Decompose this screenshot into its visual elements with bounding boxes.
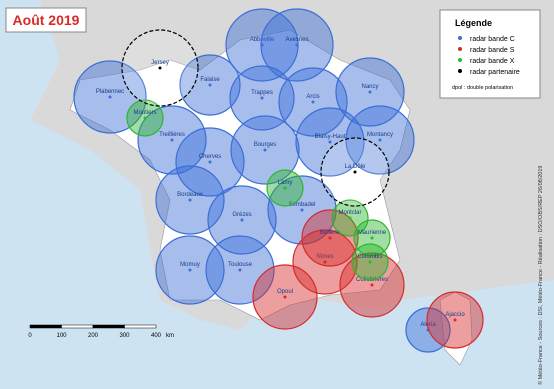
scale-unit: km <box>166 333 174 339</box>
radars: Plabennec Treillières Falaise Abbeville Aves… <box>73 8 484 353</box>
scale-segment <box>124 324 157 329</box>
scale-tick-label: 400 <box>151 333 162 339</box>
title: Août 2019 <box>13 12 80 28</box>
radar-label: Sembadel <box>288 202 315 208</box>
radar-label: Colombis <box>357 254 382 260</box>
scale-segment <box>29 324 62 329</box>
radar-site <box>368 260 372 264</box>
legend-marker <box>458 58 462 62</box>
radar-label: Avesnes <box>286 37 309 43</box>
legend-label: radar bande S <box>470 47 515 54</box>
radar-site <box>368 90 372 94</box>
radar-label: Abbeville <box>250 37 275 43</box>
radar-label: Nîmes <box>316 254 333 260</box>
radar-label: Moutiers <box>133 110 156 116</box>
radar-site <box>170 138 174 142</box>
radar-site <box>370 283 374 287</box>
radar-site <box>328 236 332 240</box>
radar-label: Montclar <box>338 210 361 216</box>
scale-tick-label: 0 <box>28 333 32 339</box>
credit: © Météo-France - Sources : DSI, Météo-Fr… <box>537 166 544 385</box>
radar-site <box>263 148 267 152</box>
radar-site <box>378 138 382 142</box>
legend-label: radar bande X <box>470 58 515 65</box>
radar-site <box>143 116 147 120</box>
radar-label: Maurienne <box>358 230 387 236</box>
radar-site <box>453 318 457 322</box>
legend-marker <box>458 69 462 73</box>
radar-site <box>208 83 212 87</box>
radar-site <box>188 268 192 272</box>
radar-site <box>260 96 264 100</box>
legend-marker <box>458 47 462 51</box>
radar-label: Toulouse <box>228 262 253 268</box>
radar-site <box>370 236 374 240</box>
legend-note: dpol : double polarisation <box>452 85 513 91</box>
radar-site <box>348 216 352 220</box>
radar-site <box>311 100 315 104</box>
radar-label: Blaisy-Haut <box>315 134 346 140</box>
radar-label: Trappes <box>251 90 273 96</box>
scale-tick-label: 300 <box>119 333 130 339</box>
radar-site <box>208 160 212 164</box>
radar-label: Jersey <box>151 60 169 66</box>
radar-label: Treillières <box>159 132 185 138</box>
radar-site <box>283 295 287 299</box>
radar-label: Cherves <box>199 154 221 160</box>
scale-segment <box>92 324 125 329</box>
radar-label: Bollène <box>320 230 341 236</box>
radar-site <box>188 198 192 202</box>
legend: radar bande C radar bande S radar bande X r… <box>458 36 520 76</box>
radar-label: Ajaccio <box>445 312 465 318</box>
radar-label: La Dôle <box>345 164 366 170</box>
radar-label: Nancy <box>361 84 378 90</box>
radar-label: Opoul <box>277 289 293 295</box>
radar-site <box>238 268 242 272</box>
radar-label: Momuy <box>180 262 200 268</box>
radar-site <box>240 218 244 222</box>
radar-site <box>328 140 332 144</box>
radar-label: Falaise <box>200 77 220 83</box>
radar-label: Bordeaux <box>177 192 203 198</box>
legend-label: radar partenaire <box>470 69 520 76</box>
radar-label: Montancy <box>367 132 393 138</box>
scale-bar: 0 100 200 300 400 km <box>28 324 174 339</box>
radar-label: Arcis <box>306 94 319 100</box>
radar-label: Bourges <box>254 142 276 148</box>
scale-tick-label: 100 <box>56 333 67 339</box>
legend-title: Légende <box>455 18 492 28</box>
radar-label: Grèzes <box>232 212 251 218</box>
scale-segment <box>61 324 94 329</box>
radar-site <box>353 170 357 174</box>
radar-site <box>300 208 304 212</box>
radar-site <box>283 186 287 190</box>
title-box <box>5 7 87 33</box>
radar-label: Aléria <box>420 322 436 328</box>
radar-label: Plabennec <box>96 89 124 95</box>
legend-marker <box>458 36 462 40</box>
radar-site <box>158 66 162 70</box>
legend-label: radar bande C <box>470 36 515 43</box>
radar-site <box>323 260 327 264</box>
legend-box <box>439 9 541 99</box>
radar-label: Lamy <box>278 180 293 186</box>
radar-site <box>295 43 299 47</box>
radar-site <box>108 95 112 99</box>
scale-tick-label: 200 <box>88 333 99 339</box>
